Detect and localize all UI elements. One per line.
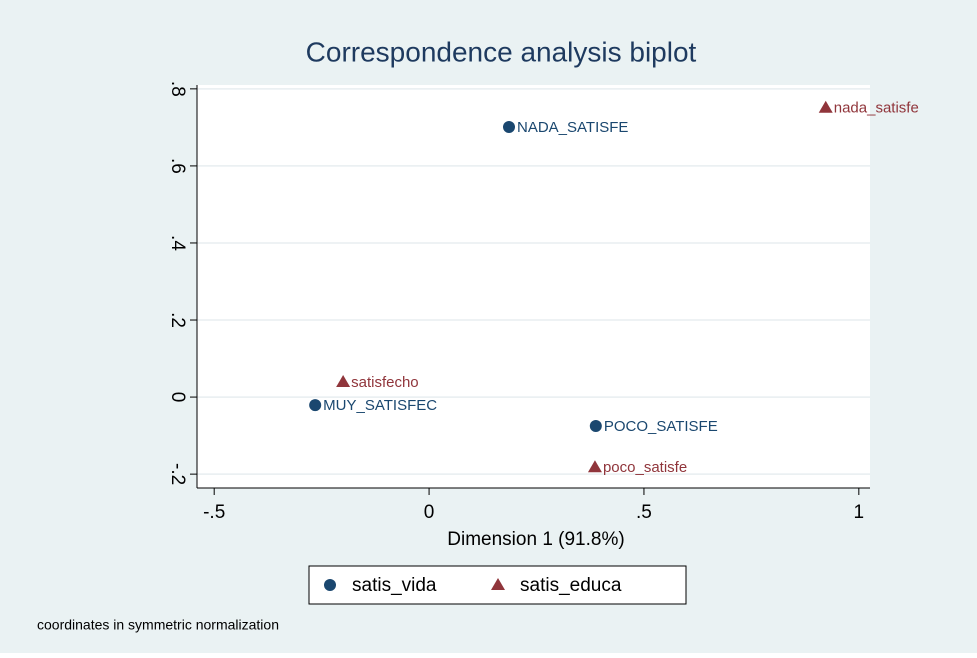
x-axis-title: Dimension 1 (91.8%)	[447, 529, 624, 550]
legend-label: satis_vida	[352, 575, 437, 596]
point-label: POCO_SATISFE	[604, 418, 718, 435]
legend-marker	[491, 578, 505, 590]
x-tick-label: 0	[424, 502, 435, 523]
point	[336, 375, 351, 388]
y-tick-label: .6	[167, 158, 188, 174]
point-label: nada_satisfe	[834, 100, 919, 117]
point-label: NADA_SATISFE	[517, 119, 628, 136]
y-tick-label: 0	[167, 392, 188, 403]
y-tick-label: -.2	[167, 463, 188, 485]
y-tick-label: .2	[167, 312, 188, 328]
point-label: MUY_SATISFEC	[323, 397, 437, 414]
point	[503, 120, 516, 133]
x-tick-label: 1	[854, 502, 865, 523]
point	[589, 419, 602, 432]
plot-area	[197, 85, 870, 488]
note: coordinates in symmetric normalization	[37, 617, 279, 633]
y-tick-label: .4	[167, 235, 188, 251]
point	[818, 100, 833, 113]
chart-title: Correspondence analysis biplot	[306, 36, 697, 67]
point	[309, 399, 322, 412]
y-tick-label: .8	[167, 81, 188, 97]
x-tick-label: -.5	[203, 502, 225, 523]
legend-marker	[324, 579, 336, 591]
point	[587, 460, 602, 473]
point-label: satisfecho	[351, 374, 419, 391]
legend-label: satis_educa	[520, 575, 622, 596]
point-label: poco_satisfe	[603, 459, 687, 476]
x-tick-label: .5	[636, 502, 652, 523]
